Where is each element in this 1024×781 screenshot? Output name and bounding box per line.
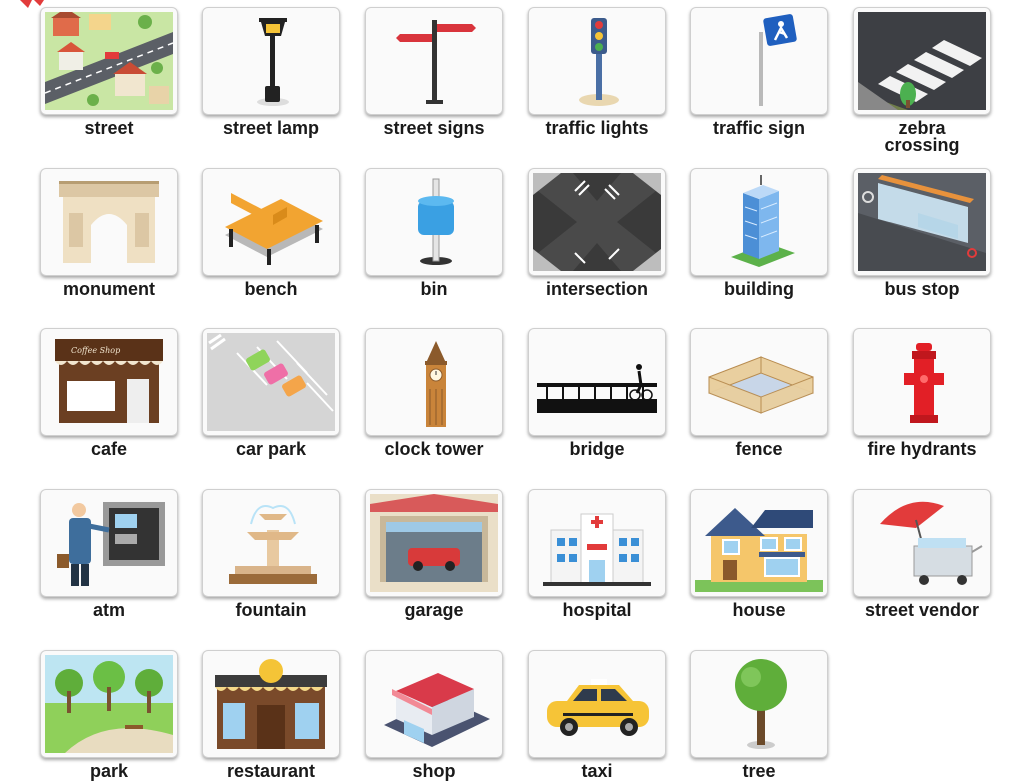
- card-label: bridge: [569, 439, 625, 459]
- corner-arrow-icon: [20, 0, 44, 8]
- card-label: fire hydrants: [867, 439, 977, 459]
- fence-icon: [690, 328, 828, 436]
- card-label: fence: [735, 439, 783, 459]
- card-label: house: [732, 600, 786, 620]
- card-label: restaurant: [226, 761, 316, 781]
- fire-hydrant-icon: [853, 328, 991, 436]
- card-street[interactable]: street: [40, 7, 178, 137]
- bench-icon: [202, 168, 340, 276]
- card-label: atm: [92, 600, 125, 620]
- card-label: street vendor: [864, 600, 980, 620]
- bin-icon: [365, 168, 503, 276]
- building-icon: [690, 168, 828, 276]
- card-label: street lamp: [222, 118, 320, 138]
- card-restaurant[interactable]: restaurant: [202, 650, 340, 780]
- card-label: shop: [412, 761, 456, 781]
- card-park[interactable]: park: [40, 650, 178, 780]
- card-house[interactable]: house: [690, 489, 828, 619]
- card-label: street: [84, 118, 134, 138]
- car-park-icon: [202, 328, 340, 436]
- card-fountain[interactable]: fountain: [202, 489, 340, 619]
- monument-icon: [40, 168, 178, 276]
- card-hospital[interactable]: hospital: [528, 489, 666, 619]
- street-vendor-icon: [853, 489, 991, 597]
- card-label: street signs: [383, 118, 485, 138]
- atm-icon: [40, 489, 178, 597]
- card-label: traffic lights: [545, 118, 649, 138]
- shop-icon: [365, 650, 503, 758]
- traffic-sign-icon: [690, 7, 828, 115]
- zebra-crossing-icon: [853, 7, 991, 115]
- restaurant-icon: [202, 650, 340, 758]
- card-label: clock tower: [384, 439, 484, 459]
- park-icon: [40, 650, 178, 758]
- card-cafe[interactable]: Coffee Shop cafe: [40, 328, 178, 458]
- card-label: zebra crossing: [884, 118, 960, 155]
- street-icon: [40, 7, 178, 115]
- card-label: park: [89, 761, 129, 781]
- card-label: fountain: [235, 600, 307, 620]
- card-label: bin: [420, 279, 448, 299]
- card-intersection[interactable]: intersection: [528, 168, 666, 298]
- bridge-icon: [528, 328, 666, 436]
- card-atm[interactable]: atm: [40, 489, 178, 619]
- card-street-lamp[interactable]: street lamp: [202, 7, 340, 137]
- card-shop[interactable]: shop: [365, 650, 503, 780]
- card-tree[interactable]: tree: [690, 650, 828, 780]
- tree-icon: [690, 650, 828, 758]
- card-building[interactable]: building: [690, 168, 828, 298]
- card-label: hospital: [562, 600, 632, 620]
- card-bus-stop[interactable]: bus stop: [853, 168, 991, 298]
- card-label: cafe: [90, 439, 128, 459]
- card-zebra-crossing[interactable]: zebra crossing: [853, 7, 991, 154]
- card-label: bench: [244, 279, 298, 299]
- card-label: taxi: [581, 761, 613, 781]
- card-taxi[interactable]: taxi: [528, 650, 666, 780]
- traffic-lights-icon: [528, 7, 666, 115]
- card-monument[interactable]: monument: [40, 168, 178, 298]
- card-clock-tower[interactable]: clock tower: [365, 328, 503, 458]
- house-icon: [690, 489, 828, 597]
- card-label: tree: [742, 761, 776, 781]
- taxi-icon: [528, 650, 666, 758]
- garage-icon: [365, 489, 503, 597]
- card-traffic-sign[interactable]: traffic sign: [690, 7, 828, 137]
- hospital-icon: [528, 489, 666, 597]
- card-label: intersection: [545, 279, 649, 299]
- card-fence[interactable]: fence: [690, 328, 828, 458]
- card-label: bus stop: [884, 279, 960, 299]
- intersection-icon: [528, 168, 666, 276]
- clock-tower-icon: [365, 328, 503, 436]
- cafe-icon: Coffee Shop: [40, 328, 178, 436]
- card-street-vendor[interactable]: street vendor: [853, 489, 991, 619]
- card-garage[interactable]: garage: [365, 489, 503, 619]
- card-traffic-lights[interactable]: traffic lights: [528, 7, 666, 137]
- card-bridge[interactable]: bridge: [528, 328, 666, 458]
- card-label: monument: [63, 279, 155, 299]
- card-label: traffic sign: [712, 118, 805, 138]
- street-lamp-icon: [202, 7, 340, 115]
- card-street-signs[interactable]: street signs: [365, 7, 503, 137]
- card-fire-hydrants[interactable]: fire hydrants: [853, 328, 991, 458]
- card-bin[interactable]: bin: [365, 168, 503, 298]
- card-label: garage: [404, 600, 464, 620]
- card-label: car park: [235, 439, 307, 459]
- street-signs-icon: [365, 7, 503, 115]
- card-bench[interactable]: bench: [202, 168, 340, 298]
- svg-text:Coffee Shop: Coffee Shop: [71, 346, 120, 355]
- fountain-icon: [202, 489, 340, 597]
- card-label: building: [724, 279, 794, 299]
- bus-stop-icon: [853, 168, 991, 276]
- card-car-park[interactable]: car park: [202, 328, 340, 458]
